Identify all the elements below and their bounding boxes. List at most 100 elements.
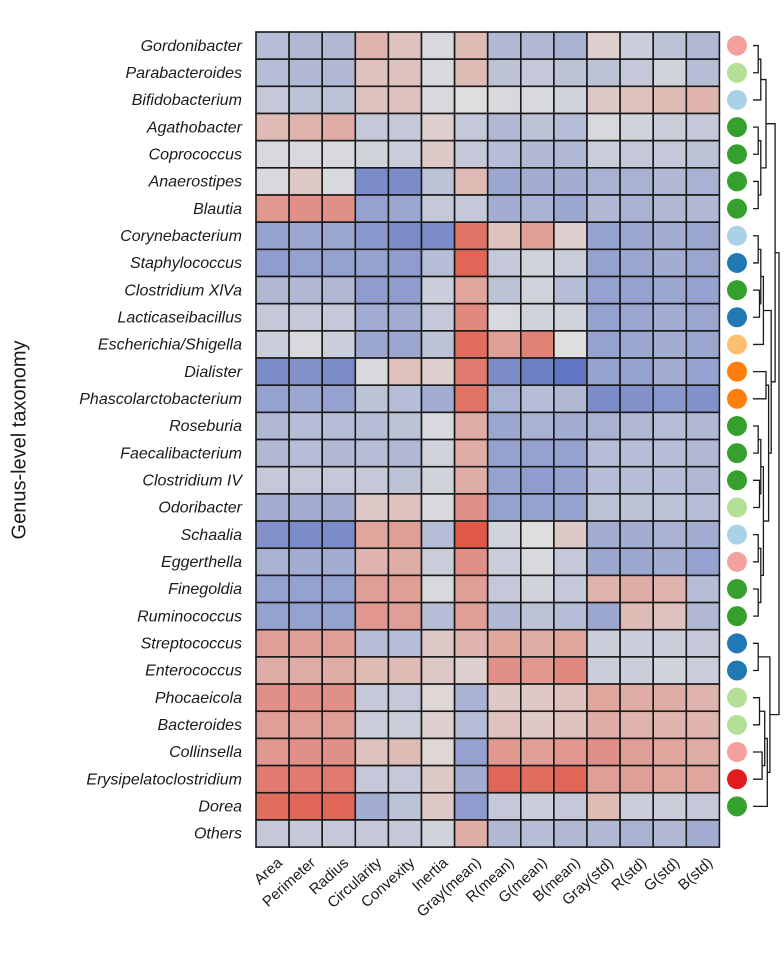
heatmap-cell: [619, 58, 654, 88]
heatmap-cell: [586, 194, 621, 223]
heatmap-cell: [321, 112, 357, 142]
heatmap-cell: [288, 302, 324, 332]
heatmap-cell: [288, 31, 324, 60]
heatmap-cell: [321, 656, 357, 685]
row-annotation-dot: [727, 714, 747, 735]
heatmap-cell: [420, 791, 456, 821]
heatmap-cell: [553, 710, 588, 740]
heatmap-cell: [255, 384, 290, 414]
heatmap-cell: [586, 683, 621, 713]
heatmap-cell: [420, 302, 456, 332]
heatmap-cell: [288, 764, 324, 794]
heatmap-cell: [354, 628, 390, 658]
heatmap-cell: [288, 411, 324, 441]
heatmap-cell: [420, 628, 456, 658]
heatmap-cell: [354, 493, 390, 522]
heatmap-cell: [519, 547, 555, 577]
heatmap-cell: [619, 330, 654, 359]
row-annotation-dot: [727, 388, 747, 409]
heatmap-cell: [387, 221, 423, 251]
heatmap-cell: [453, 438, 489, 468]
heatmap-cell: [387, 58, 423, 88]
heatmap-cell: [486, 601, 522, 631]
row-annotation-dot: [727, 280, 747, 301]
heatmap-cell: [420, 547, 456, 577]
heatmap-cell: [288, 628, 324, 658]
heatmap-cell: [486, 520, 522, 550]
heatmap-cell: [321, 58, 357, 88]
heatmap-cell: [519, 493, 555, 522]
heatmap-cell: [288, 167, 324, 196]
heatmap-cell: [553, 58, 588, 88]
row-annotation-dot: [727, 171, 747, 192]
dendrogram-branch: [763, 384, 770, 522]
heatmap-cell: [685, 275, 721, 305]
heatmap-cell: [354, 601, 390, 631]
heatmap-cell: [321, 683, 357, 713]
heatmap-cell: [685, 31, 721, 60]
heatmap-cell: [553, 764, 588, 794]
heatmap-cell: [619, 465, 654, 495]
heatmap-cell: [387, 167, 423, 196]
heatmap-cell: [387, 520, 423, 550]
heatmap-cell: [255, 710, 290, 740]
row-label-eggerthella: Eggerthella: [161, 554, 242, 571]
heatmap-cell: [354, 574, 390, 604]
heatmap-cell: [354, 221, 390, 251]
heatmap-cell: [553, 819, 588, 848]
row-annotation-dot: [727, 117, 747, 138]
heatmap-cell: [619, 547, 654, 577]
heatmap-cell: [354, 819, 390, 848]
heatmap-cell: [321, 547, 357, 577]
heatmap-cell: [453, 194, 489, 223]
heatmap-cell: [652, 31, 688, 60]
dendrogram-branch: [753, 180, 759, 210]
heatmap-cell: [354, 384, 390, 414]
heatmap-cell: [519, 574, 555, 604]
heatmap-cell: [420, 357, 456, 387]
heatmap-cell: [453, 357, 489, 387]
heatmap-cell: [387, 683, 423, 713]
heatmap-cell: [453, 85, 489, 115]
heatmap-cell: [685, 764, 721, 794]
heatmap-cell: [387, 438, 423, 468]
heatmap-cell: [420, 520, 456, 550]
heatmap-cell: [321, 628, 357, 658]
heatmap-cell: [685, 737, 721, 767]
heatmap-cell: [453, 465, 489, 495]
heatmap-cell: [420, 194, 456, 223]
heatmap-cell: [486, 737, 522, 767]
heatmap-cell: [619, 357, 654, 387]
heatmap-cell: [288, 112, 324, 142]
row-annotation-dot: [727, 307, 747, 328]
heatmap-cell: [387, 656, 423, 685]
heatmap-cell: [255, 411, 290, 441]
heatmap-cell: [453, 710, 489, 740]
heatmap-cell: [586, 656, 621, 685]
heatmap-cell: [288, 85, 324, 115]
heatmap-cell: [685, 411, 721, 441]
heatmap-cell: [586, 139, 621, 169]
heatmap-cell: [685, 710, 721, 740]
row-annotation-dot: [727, 334, 747, 355]
heatmap-cell: [486, 411, 522, 441]
heatmap-cell: [619, 438, 654, 468]
heatmap-cell: [685, 656, 721, 685]
heatmap-cell: [255, 31, 290, 60]
heatmap-cell: [619, 520, 654, 550]
heatmap-cell: [519, 302, 555, 332]
heatmap-cell: [685, 683, 721, 713]
heatmap-cell: [619, 221, 654, 251]
heatmap-cell: [453, 58, 489, 88]
heatmap-cell: [486, 275, 522, 305]
heatmap-cell: [619, 574, 654, 604]
heatmap-cell: [519, 601, 555, 631]
heatmap-cell: [586, 85, 621, 115]
heatmap-cell: [652, 465, 688, 495]
heatmap-cell: [255, 547, 290, 577]
heatmap-cell: [354, 330, 390, 359]
dendrogram-branch: [753, 588, 759, 617]
heatmap-cell: [255, 139, 290, 169]
heatmap-cell: [321, 194, 357, 223]
heatmap-cell: [420, 167, 456, 196]
